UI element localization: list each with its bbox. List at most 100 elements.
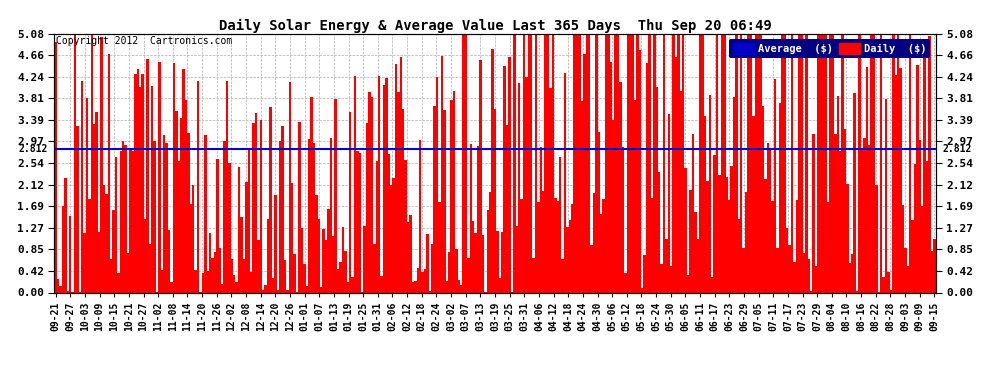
Bar [59, 286, 61, 292]
Bar [595, 34, 598, 292]
Bar [839, 152, 842, 292]
Bar [407, 222, 409, 292]
Bar [848, 263, 851, 292]
Bar [629, 34, 632, 292]
Bar [409, 215, 412, 292]
Bar [694, 212, 697, 292]
Bar [808, 259, 810, 292]
Bar [615, 34, 617, 292]
Bar [837, 96, 839, 292]
Bar [424, 269, 427, 292]
Bar [525, 77, 528, 292]
Bar [383, 86, 385, 292]
Bar [513, 34, 516, 292]
Bar [182, 69, 185, 292]
Bar [909, 34, 912, 292]
Bar [554, 198, 556, 292]
Bar [236, 282, 238, 292]
Bar [113, 210, 115, 292]
Bar [786, 228, 788, 292]
Bar [98, 232, 100, 292]
Bar [177, 160, 180, 292]
Bar [882, 278, 885, 292]
Bar [323, 229, 325, 292]
Bar [931, 251, 934, 292]
Bar [238, 166, 241, 292]
Bar [853, 93, 856, 292]
Bar [496, 231, 499, 292]
Bar [583, 54, 585, 292]
Bar [86, 98, 88, 292]
Bar [291, 183, 293, 292]
Bar [699, 34, 701, 292]
Bar [639, 50, 642, 292]
Bar [926, 161, 929, 292]
Bar [600, 214, 603, 292]
Bar [204, 135, 207, 292]
Bar [224, 141, 226, 292]
Bar [887, 272, 890, 292]
Bar [137, 69, 139, 292]
Bar [508, 57, 511, 292]
Bar [257, 240, 259, 292]
Bar [248, 148, 250, 292]
Bar [544, 34, 546, 292]
Bar [895, 75, 897, 292]
Bar [441, 56, 444, 292]
Bar [412, 282, 414, 292]
Bar [830, 34, 832, 292]
Bar [142, 74, 144, 292]
Bar [387, 154, 390, 292]
Bar [904, 248, 907, 292]
Bar [709, 94, 711, 292]
Bar [590, 245, 593, 292]
Bar [612, 120, 615, 292]
Bar [66, 291, 69, 292]
Bar [175, 111, 177, 292]
Bar [860, 148, 863, 292]
Bar [83, 234, 86, 292]
Bar [761, 106, 764, 292]
Bar [742, 248, 744, 292]
Bar [226, 81, 229, 292]
Bar [132, 151, 134, 292]
Bar [64, 178, 66, 292]
Bar [219, 248, 221, 292]
Bar [704, 116, 706, 292]
Text: Copyright 2012  Cartronics.com: Copyright 2012 Cartronics.com [56, 36, 233, 46]
Bar [202, 273, 204, 292]
Bar [330, 138, 332, 292]
Bar [588, 34, 590, 292]
Bar [160, 270, 163, 292]
Bar [100, 38, 103, 292]
Bar [736, 34, 738, 292]
Bar [585, 34, 588, 292]
Bar [731, 165, 733, 292]
Bar [655, 87, 658, 292]
Bar [477, 147, 479, 292]
Bar [672, 34, 675, 292]
Bar [744, 192, 747, 292]
Bar [414, 281, 417, 292]
Bar [813, 134, 815, 292]
Bar [332, 236, 335, 292]
Bar [390, 185, 392, 292]
Bar [216, 159, 219, 292]
Bar [122, 141, 125, 292]
Bar [250, 272, 252, 292]
Bar [820, 34, 822, 292]
Bar [603, 199, 605, 292]
Bar [293, 255, 296, 292]
Bar [783, 34, 786, 292]
Bar [455, 249, 457, 292]
Bar [209, 233, 211, 292]
Bar [571, 204, 573, 292]
Bar [345, 251, 346, 292]
Bar [190, 204, 192, 292]
Bar [916, 65, 919, 292]
Bar [660, 264, 662, 292]
Bar [593, 194, 595, 292]
Bar [151, 86, 153, 292]
Bar [546, 34, 549, 292]
Bar [233, 275, 236, 292]
